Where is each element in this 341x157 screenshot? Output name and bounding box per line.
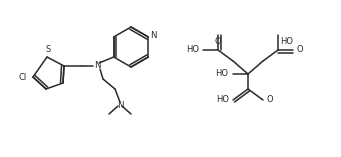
- Text: N: N: [150, 30, 157, 40]
- Text: O: O: [215, 36, 221, 46]
- Text: N: N: [117, 101, 123, 111]
- Text: HO: HO: [215, 70, 228, 78]
- Text: HO: HO: [216, 95, 229, 105]
- Text: S: S: [45, 44, 50, 54]
- Text: N: N: [94, 62, 100, 70]
- Text: O: O: [297, 46, 303, 54]
- Text: HO: HO: [280, 36, 293, 46]
- Text: O: O: [267, 95, 273, 105]
- Text: Cl: Cl: [19, 73, 27, 81]
- Text: HO: HO: [186, 46, 199, 54]
